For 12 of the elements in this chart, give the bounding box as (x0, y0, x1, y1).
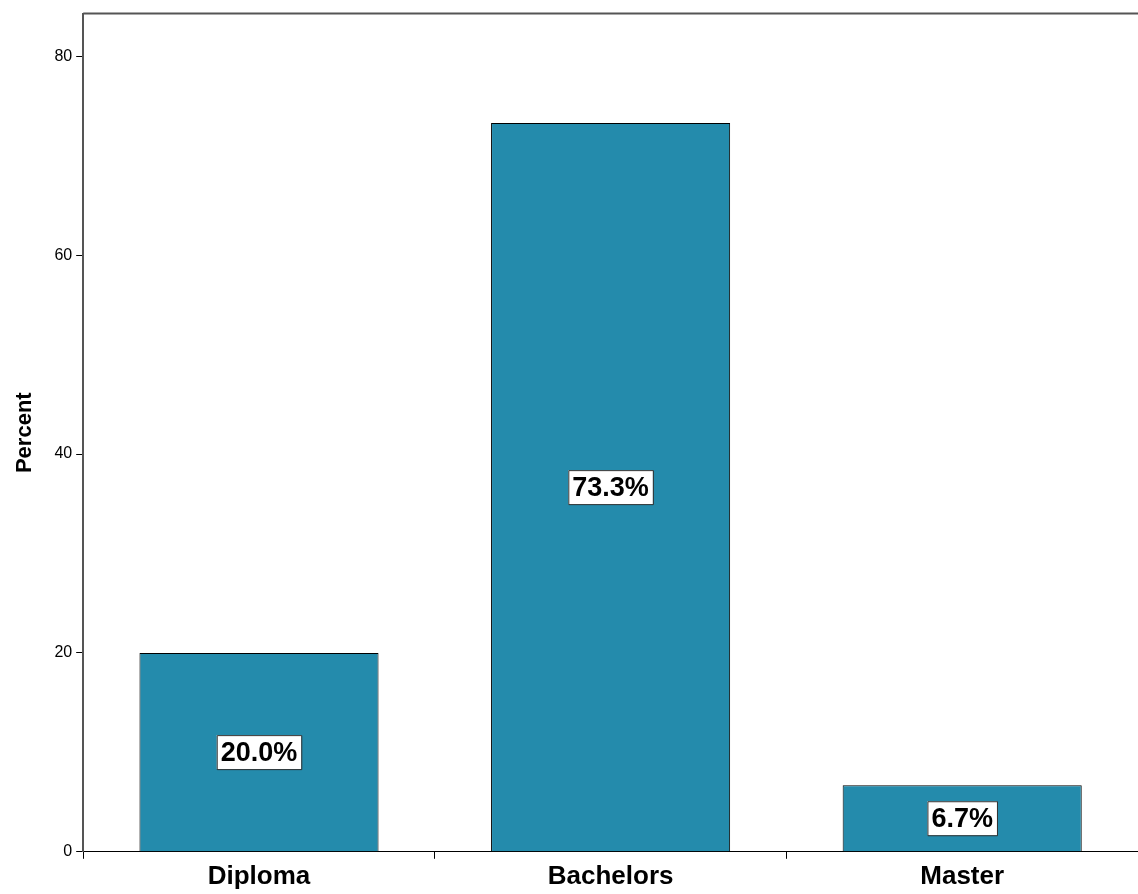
x-tick-label: Master (920, 859, 1005, 890)
y-tick-label: 60 (54, 245, 73, 263)
x-tick-label: Diploma (207, 859, 311, 890)
data-label: 20.0% (220, 736, 298, 767)
x-tick-label: Bachelors (547, 859, 674, 890)
y-tick-label: 40 (54, 444, 73, 462)
data-label: 73.3% (572, 471, 649, 502)
y-tick-label: 80 (54, 46, 73, 64)
data-label: 6.7% (931, 802, 993, 833)
y-tick-label: 0 (63, 842, 73, 860)
y-tick-label: 20 (54, 643, 73, 661)
y-axis-title: Percent (11, 391, 37, 474)
